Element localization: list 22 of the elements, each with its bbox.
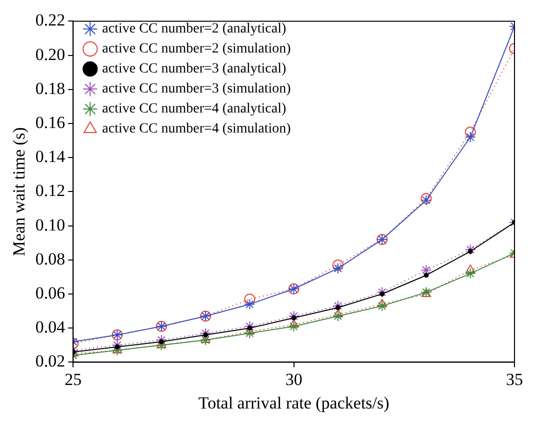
y-tick-label: 0.16 bbox=[35, 112, 66, 132]
x-tick-label: 30 bbox=[285, 370, 302, 389]
x-tick-label: 25 bbox=[64, 370, 82, 389]
legend-label: active CC number=3 (analytical) bbox=[102, 62, 286, 77]
y-tick-label: 0.06 bbox=[35, 283, 66, 302]
x-axis-title: Total arrival rate (packets/s) bbox=[198, 393, 390, 412]
y-tick-label: 0.14 bbox=[35, 147, 66, 166]
y-tick-label: 0.22 bbox=[35, 10, 66, 30]
y-tick-label: 0.10 bbox=[35, 215, 66, 234]
y-axis-title: Mean wait time (s) bbox=[10, 127, 29, 256]
legend-label: active CC number=4 (analytical) bbox=[102, 102, 286, 117]
y-tick-label: 0.04 bbox=[35, 318, 66, 337]
legend-label: active CC number=4 (simulation) bbox=[102, 122, 292, 137]
y-tick-label: 0.02 bbox=[35, 352, 66, 371]
y-tick-label: 0.20 bbox=[35, 44, 66, 64]
legend-label: active CC number=2 (simulation) bbox=[102, 42, 292, 57]
y-tick-label: 0.18 bbox=[35, 78, 66, 98]
legend-label: active CC number=2 (analytical) bbox=[102, 22, 286, 37]
x-tick-label: 35 bbox=[506, 370, 523, 389]
legend-label: active CC number=3 (simulation) bbox=[102, 82, 292, 97]
y-tick-label: 0.08 bbox=[35, 249, 66, 268]
y-tick-label: 0.12 bbox=[35, 181, 66, 200]
